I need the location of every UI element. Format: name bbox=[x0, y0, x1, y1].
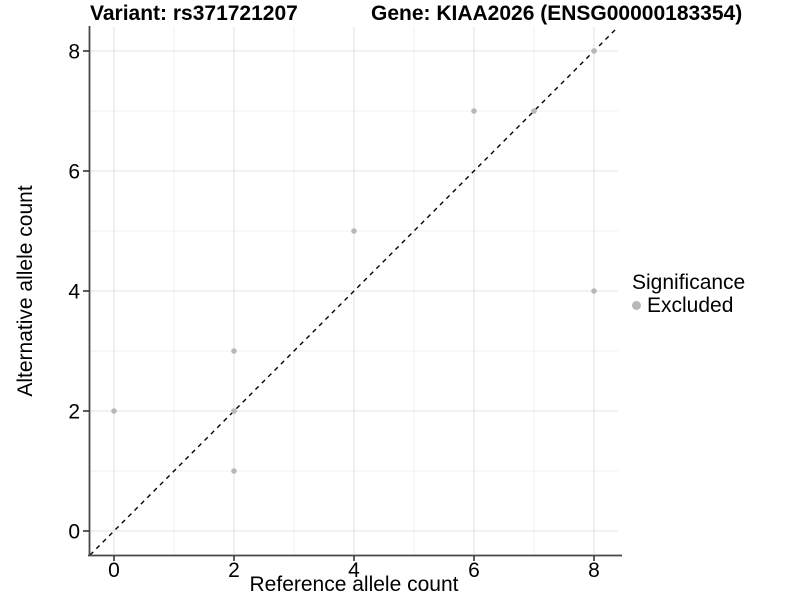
legend-title: Significance bbox=[632, 271, 746, 294]
data-point bbox=[231, 348, 237, 354]
x-tick-label: 8 bbox=[588, 559, 600, 582]
data-point bbox=[231, 408, 237, 414]
data-point bbox=[591, 48, 597, 54]
x-axis-title: Reference allele count bbox=[250, 573, 459, 596]
legend-item-label: Excluded bbox=[647, 294, 734, 317]
y-axis-title: Alternative allele count bbox=[14, 185, 37, 396]
y-tick-label: 8 bbox=[68, 41, 80, 64]
data-point bbox=[351, 228, 357, 234]
y-tick-label: 2 bbox=[68, 401, 80, 424]
data-point bbox=[111, 408, 117, 414]
x-tick-label: 4 bbox=[348, 559, 360, 582]
y-tick-label: 0 bbox=[68, 521, 80, 544]
y-tick-label: 6 bbox=[68, 161, 80, 184]
x-tick-label: 2 bbox=[228, 559, 240, 582]
gene-title: Gene: KIAA2026 (ENSG00000183354) bbox=[371, 2, 743, 25]
data-point bbox=[231, 468, 237, 474]
identity-line bbox=[89, 26, 619, 556]
data-point bbox=[531, 108, 537, 114]
x-tick-label: 0 bbox=[108, 559, 120, 582]
data-point bbox=[471, 108, 477, 114]
excluded-point-icon bbox=[632, 301, 641, 310]
data-point bbox=[591, 288, 597, 294]
legend-item-excluded: Excluded bbox=[632, 294, 745, 317]
legend: Significance Excluded bbox=[632, 271, 745, 317]
y-tick-label: 4 bbox=[68, 281, 80, 304]
x-tick-label: 6 bbox=[468, 559, 480, 582]
variant-title: Variant: rs371721207 bbox=[90, 2, 298, 25]
